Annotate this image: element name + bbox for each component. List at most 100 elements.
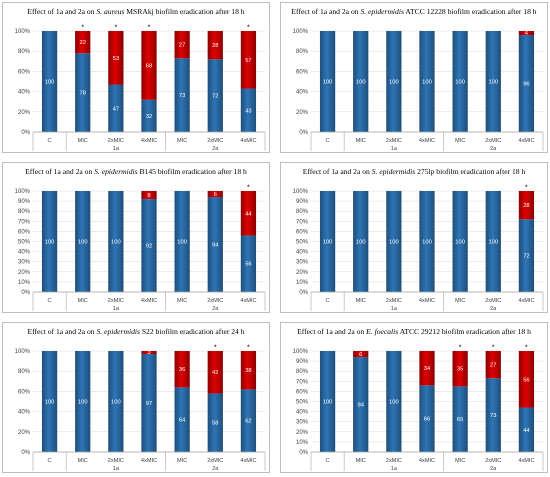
y-tick-label: 10% <box>296 280 309 286</box>
bar-segment-biofilm <box>174 191 190 292</box>
y-tick-label: 70% <box>296 219 309 225</box>
group-label: 1a <box>113 306 120 312</box>
bar-segment-eradicated <box>108 31 124 85</box>
x-tick-label: MIC <box>455 298 465 304</box>
bar-segment-eradicated <box>141 351 157 355</box>
bar-segment-biofilm <box>141 99 157 132</box>
bar-segment-eradicated <box>174 31 190 59</box>
data-label: 6 <box>214 192 217 198</box>
y-tick-label: 30% <box>296 420 309 426</box>
y-tick-label: 50% <box>18 240 31 246</box>
data-label: 78 <box>79 91 85 97</box>
y-tick-label: 60% <box>296 69 309 75</box>
data-label: 44 <box>245 211 252 217</box>
significance-star: * <box>247 25 250 32</box>
bar-chart: Effect of 1a and 2a on S. epidermidis AT… <box>291 7 544 152</box>
x-tick-label: 4xMIC <box>240 298 256 304</box>
y-tick-label: 50% <box>296 240 309 246</box>
y-tick-label: 70% <box>296 379 309 385</box>
x-tick-label: MIC <box>455 458 465 464</box>
bar-segment-biofilm <box>141 354 157 452</box>
chart-title-part: B145 biofilm eradication after 18 h <box>138 167 247 176</box>
bar-segment-eradicated <box>485 351 501 379</box>
x-tick-label: 2xMIC <box>207 458 223 464</box>
chart-title-part: Effect of 1a and 2a on <box>27 327 96 336</box>
bar-segment-biofilm <box>240 389 257 452</box>
data-label: 38 <box>245 368 251 374</box>
group-label: 2a <box>490 466 497 472</box>
bar-segment-biofilm <box>240 88 257 132</box>
group-label: 1a <box>113 466 120 472</box>
bar-segment-biofilm <box>353 191 369 292</box>
bar-chart: Effect of 1a and 2a on S. epidermidis 27… <box>293 167 544 312</box>
chart-title-part: S. epidermidis <box>94 167 137 176</box>
data-label: 100 <box>45 240 55 246</box>
y-tick-label: 0% <box>299 130 308 136</box>
data-label: 42 <box>212 370 218 376</box>
data-label: 73 <box>490 413 496 419</box>
y-tick-label: 10% <box>296 440 309 446</box>
data-label: 72 <box>523 254 529 260</box>
significance-star: * <box>247 185 250 192</box>
y-tick-label: 20% <box>296 430 309 436</box>
y-tick-label: 80% <box>18 369 31 375</box>
y-tick-label: 0% <box>299 450 308 456</box>
group-label: 1a <box>391 466 398 472</box>
y-tick-label: 90% <box>18 199 31 205</box>
significance-star: * <box>214 345 217 352</box>
bar-segment-biofilm <box>386 351 402 452</box>
bar-segment-biofilm <box>518 35 535 132</box>
bar-segment-biofilm <box>174 58 190 132</box>
y-tick-label: 40% <box>18 90 31 96</box>
chart-title-part: Effect of 1a and 2a on <box>25 167 94 176</box>
x-tick-label: 4xMIC <box>240 138 256 144</box>
data-label: 73 <box>179 93 185 99</box>
bar-segment-biofilm <box>207 197 223 292</box>
data-label: 96 <box>523 82 529 88</box>
bar-segment-biofilm <box>419 31 435 132</box>
x-tick-label: MIC <box>78 138 88 144</box>
y-tick-label: 20% <box>296 270 309 276</box>
data-label: 100 <box>111 400 121 406</box>
bar-segment-biofilm <box>452 31 468 132</box>
bar-segment-eradicated <box>452 351 468 387</box>
x-tick-label: 4xMIC <box>141 298 157 304</box>
data-label: 100 <box>323 240 333 246</box>
y-tick-label: 60% <box>18 389 31 395</box>
y-tick-label: 0% <box>299 290 308 296</box>
x-tick-label: C <box>48 458 52 464</box>
chart-title-part: S. epidermidis <box>360 7 403 16</box>
data-label: 6 <box>359 352 362 358</box>
bar-segment-biofilm <box>108 191 124 292</box>
bar-segment-biofilm <box>75 53 91 132</box>
chart-title: Effect of 1a and 2a on S. epidermidis 27… <box>303 167 526 176</box>
x-tick-label: MIC <box>177 138 187 144</box>
bar-segment-biofilm <box>419 191 435 292</box>
bar-segment-biofilm <box>452 386 468 452</box>
y-tick-label: 0% <box>21 450 30 456</box>
bar-segment-biofilm <box>141 199 157 292</box>
data-label: 100 <box>323 80 333 86</box>
y-tick-label: 80% <box>18 49 31 55</box>
data-label: 100 <box>45 80 55 86</box>
chart-title-part: Effect of 1a and 2a on <box>27 7 96 16</box>
x-tick-label: MIC <box>356 458 366 464</box>
bar-segment-eradicated <box>75 31 91 54</box>
data-label: 100 <box>78 240 88 246</box>
bar-segment-eradicated <box>518 191 535 220</box>
x-tick-label: 2xMIC <box>485 138 501 144</box>
bar-segment-biofilm <box>174 387 190 452</box>
data-label: 27 <box>490 363 496 369</box>
x-tick-label: 2xMIC <box>485 298 501 304</box>
y-tick-label: 100% <box>293 349 309 355</box>
bar-chart: Effect of 1a and 2a on S. epidermidis B1… <box>15 167 266 312</box>
data-label: 100 <box>455 240 465 246</box>
bar-chart: Effect of 1a and 2a on S. epidermidis S2… <box>15 327 266 472</box>
bar-segment-biofilm <box>353 31 369 132</box>
y-tick-label: 60% <box>18 229 31 235</box>
x-tick-label: 4xMIC <box>518 298 534 304</box>
data-label: 94 <box>357 403 364 409</box>
data-label: 44 <box>523 428 530 434</box>
data-label: 68 <box>146 63 152 69</box>
y-tick-label: 0% <box>21 130 30 136</box>
